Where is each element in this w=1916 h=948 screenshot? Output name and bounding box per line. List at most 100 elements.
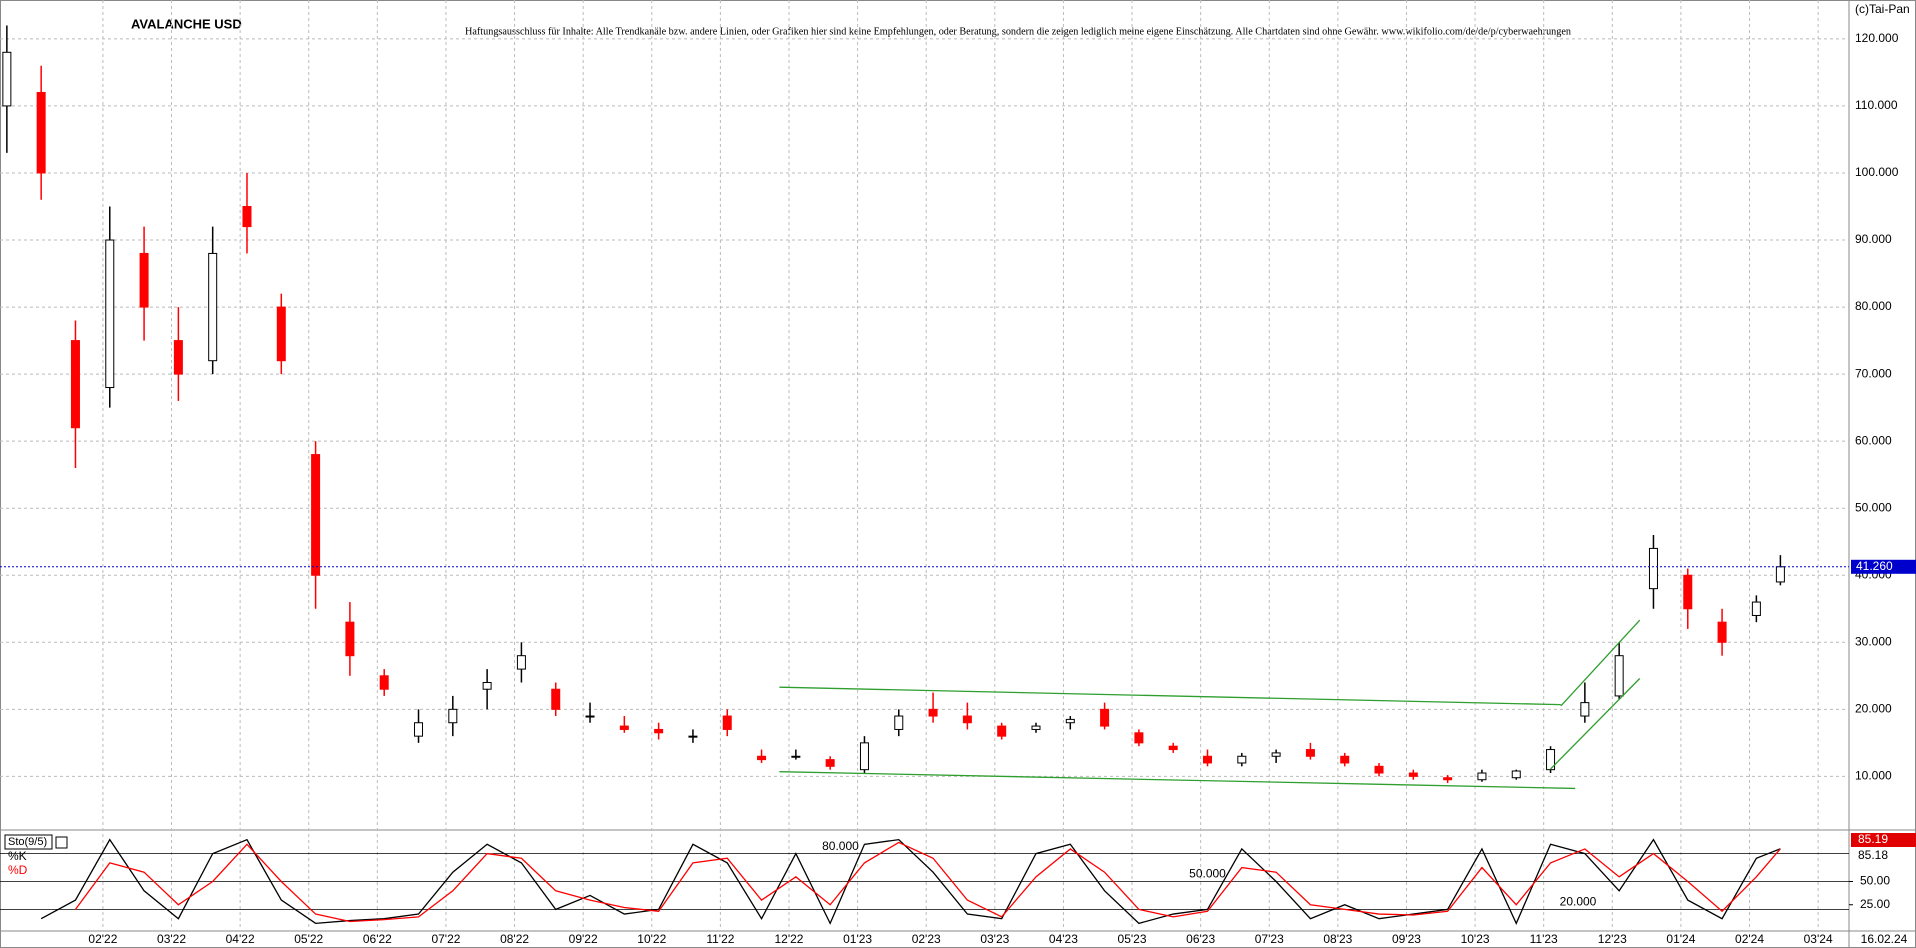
candle-body (791, 755, 801, 758)
disclaimer: Haftungsausschluss für Inhalte: Alle Tre… (465, 26, 1571, 37)
y-tick-label: 90.000 (1855, 232, 1892, 246)
candle-body (1775, 566, 1785, 583)
indicator-button[interactable] (55, 836, 68, 849)
y-tick-label: 60.000 (1855, 433, 1892, 447)
x-tick-label: 02'23 (912, 932, 941, 946)
indicator-line (74, 841, 1781, 923)
x-tick-label: 09'23 (1392, 932, 1421, 946)
candle-body (859, 742, 869, 771)
y-tick-label: 50.00 (1860, 874, 1890, 888)
candle-body (928, 708, 938, 717)
candle-body (619, 725, 629, 730)
candle-body (1614, 655, 1624, 697)
chart-title: AVALANCHE USD (131, 16, 242, 31)
candle-body (1717, 621, 1727, 643)
candle-body (311, 454, 321, 576)
candle-body (1340, 755, 1350, 764)
candle-body (654, 728, 664, 734)
copyright: (c)Tai-Pan (1855, 2, 1910, 16)
value-label: 85.18 (1858, 848, 1888, 862)
candle-body (1580, 702, 1590, 717)
candle-body (1751, 601, 1761, 616)
candle-body (962, 715, 972, 724)
value-label-box (1851, 833, 1916, 847)
candle-body (139, 252, 149, 308)
trendline (779, 771, 1576, 790)
candle-body (242, 205, 252, 228)
y-tick-label: 80.000 (1855, 299, 1892, 313)
x-tick-label: 10'22 (637, 932, 666, 946)
x-tick-label: 05'23 (1118, 932, 1147, 946)
x-tick-label: 05'22 (294, 932, 323, 946)
candle-body (1031, 725, 1041, 730)
candle-body (414, 722, 424, 737)
candle-body (1168, 745, 1178, 751)
x-tick-label: 07'23 (1255, 932, 1284, 946)
x-tick-label: 02'22 (88, 932, 117, 946)
candle-body (825, 759, 835, 767)
x-tick-label: 07'22 (431, 932, 460, 946)
candle-body (1305, 749, 1315, 757)
y-tick-label: 30.000 (1855, 634, 1892, 648)
candle-body (1065, 718, 1075, 724)
candle-body (208, 252, 218, 362)
level-label: 80.000 (822, 839, 859, 853)
candle-body (1683, 574, 1693, 610)
x-tick-label: 03'23 (980, 932, 1009, 946)
x-tick-label: 04'23 (1049, 932, 1078, 946)
y-tick-label: 20.000 (1855, 702, 1892, 716)
y-tick-label: 50.000 (1855, 500, 1892, 514)
candle-body (276, 306, 286, 362)
candle-body (36, 92, 46, 174)
value-label: 85.19 (1858, 832, 1888, 846)
x-tick-label: 02'24 (1735, 932, 1764, 946)
legend-label: %D (8, 863, 28, 877)
trendline (1550, 678, 1641, 770)
candle-body (105, 239, 115, 389)
x-tick-label: 12'22 (774, 932, 803, 946)
candle-body (1477, 772, 1487, 781)
candle-body (448, 708, 458, 724)
candle-body (1374, 765, 1384, 774)
price-label: 41.260 (1856, 559, 1893, 573)
candle-body (1134, 732, 1144, 744)
legend-label: %K (8, 849, 27, 863)
candle-body (1203, 755, 1213, 764)
x-tick-label: 01'23 (843, 932, 872, 946)
x-tick-label: 09'22 (569, 932, 598, 946)
trendline (1560, 619, 1641, 707)
candle-body (1408, 772, 1418, 777)
y-tick-label: 10.000 (1855, 769, 1892, 783)
indicator-title: Sto(9/5) (8, 836, 47, 848)
candle-body (516, 655, 526, 670)
x-tick-label: 10'23 (1461, 932, 1490, 946)
candle-body (722, 715, 732, 730)
y-tick-label: 25.00 (1860, 897, 1890, 911)
candle-body (345, 621, 355, 657)
date-label: 16.02.24 (1861, 932, 1908, 946)
x-tick-label: 08'23 (1323, 932, 1352, 946)
x-tick-label: 11'23 (1530, 932, 1558, 946)
candle-body (1100, 708, 1110, 727)
indicator-title-box (4, 834, 53, 850)
candle-body (1546, 749, 1556, 771)
candle-body (379, 675, 389, 690)
x-tick-label: 06'22 (363, 932, 392, 946)
candle-body (894, 715, 904, 730)
y-tick-label: 100.000 (1855, 165, 1899, 179)
candle-body (1237, 755, 1247, 764)
candle-body (70, 340, 80, 429)
x-tick-label: 01'24 (1666, 932, 1695, 946)
candle-body (2, 51, 12, 107)
x-tick-label: 03'22 (157, 932, 186, 946)
x-tick-label: 12'23 (1598, 932, 1627, 946)
price-label-box (1851, 559, 1916, 574)
candle-body (757, 755, 767, 761)
candle-body (1648, 547, 1658, 590)
x-tick-label: 08'22 (500, 932, 529, 946)
y-tick-label: 70.000 (1855, 366, 1892, 380)
x-tick-label: 11'22 (706, 932, 734, 946)
y-tick-label: 110.000 (1855, 98, 1898, 112)
